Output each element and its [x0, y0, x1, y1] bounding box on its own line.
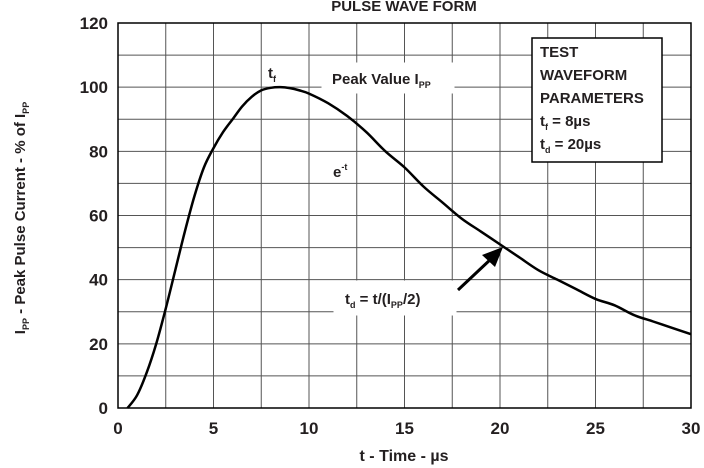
plot-frame — [117, 22, 692, 409]
y-label-i: I — [12, 330, 29, 334]
tf-annotation: tf — [268, 65, 277, 84]
parameters-line-3: PARAMETERS — [540, 90, 644, 107]
parameters-td: td = 20µs — [540, 136, 601, 155]
series-line — [126, 85, 692, 409]
exp-decay-annotation: e-t — [333, 162, 347, 181]
parameters-tf: tf = 8µs — [540, 113, 590, 132]
y-tick-label: 80 — [89, 142, 108, 161]
x-tick-label: 20 — [491, 419, 510, 438]
y-label-mid: - Peak Pulse Current - % of I — [12, 114, 29, 318]
parameters-line-2: WAVEFORM — [540, 67, 627, 84]
td-arrow-shaft — [456, 256, 494, 292]
y-tick-label: 40 — [89, 271, 108, 290]
y-tick-label: 60 — [89, 207, 108, 226]
x-tick-label: 0 — [113, 419, 122, 438]
x-tick-label: 25 — [586, 419, 605, 438]
y-label-sub: PP — [21, 318, 31, 330]
td-formula-box — [333, 280, 457, 316]
y-label-sub2: PP — [21, 102, 31, 114]
peak-value-box — [321, 62, 455, 94]
y-tick-label: 0 — [99, 399, 108, 418]
tick-labels: 0 5 10 15 20 25 30 0 20 40 60 80 100 120 — [80, 14, 701, 438]
x-tick-label: 5 — [209, 419, 218, 438]
chart-title: PULSE WAVE FORM — [331, 0, 477, 15]
td-formula-annotation: td = t/(IPP/2) — [345, 291, 420, 310]
td-arrow-head — [482, 247, 503, 267]
peak-value-annotation: Peak Value IPP — [332, 71, 431, 90]
x-tick-label: 30 — [682, 419, 701, 438]
parameters-box — [531, 37, 663, 163]
y-tick-label: 20 — [89, 335, 108, 354]
parameters-line-1: TEST — [540, 44, 578, 61]
x-axis-label: t - Time - µs — [360, 448, 449, 465]
x-tick-label: 10 — [300, 419, 319, 438]
x-tick-label: 15 — [395, 419, 414, 438]
y-axis-label: IPP - Peak Pulse Current - % of IPP — [12, 102, 31, 334]
y-tick-label: 100 — [80, 78, 108, 97]
y-tick-label: 120 — [80, 14, 108, 33]
